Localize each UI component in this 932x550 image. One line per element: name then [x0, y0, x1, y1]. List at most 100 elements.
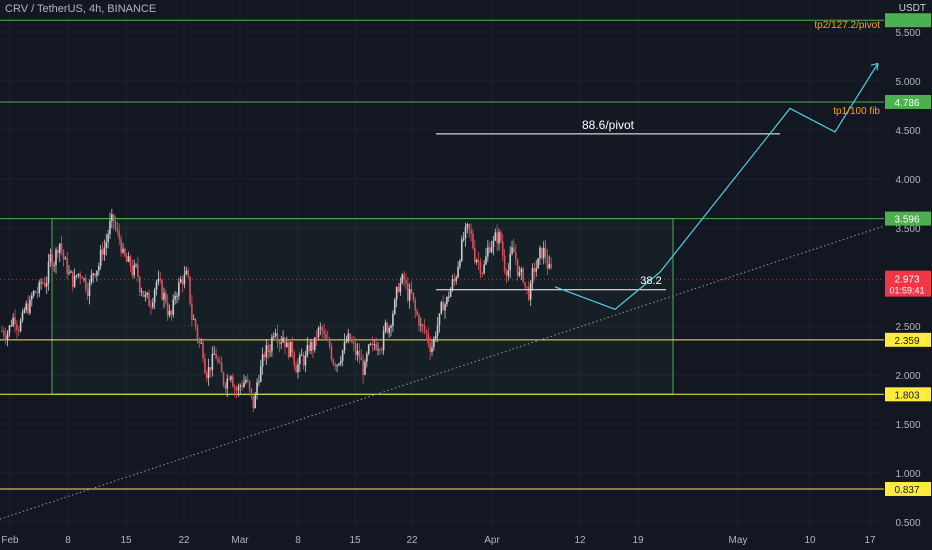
candle-body [101, 249, 104, 255]
candle-body [339, 360, 342, 364]
candle-body [90, 274, 93, 283]
time-axis-bg [0, 530, 884, 550]
candle-body [297, 364, 299, 373]
candle-body [103, 247, 106, 255]
candle-body [274, 333, 277, 336]
candle-body [172, 299, 175, 315]
candle-body [367, 344, 370, 354]
candle-body [366, 353, 368, 362]
candle-body [198, 339, 201, 343]
candle-body [317, 327, 320, 338]
candle-body [124, 248, 126, 256]
candle-body [27, 303, 29, 314]
candle-body [148, 292, 150, 307]
candle-body [544, 247, 547, 257]
y-tick-label: 4.500 [895, 126, 920, 137]
candle-body [541, 247, 543, 259]
candle-body [73, 276, 76, 287]
candle-body [451, 279, 454, 290]
candle-body [14, 317, 16, 325]
candle-body [392, 313, 394, 326]
candle-body [464, 226, 467, 239]
candle-body [395, 286, 398, 300]
candle-body [230, 376, 232, 380]
y-tick-label: 5.500 [895, 28, 920, 39]
candle-body [81, 277, 83, 279]
candle-body [118, 231, 121, 239]
candle-body [373, 343, 376, 345]
y-tick-label: 0.500 [895, 518, 920, 529]
candle-body [490, 246, 493, 253]
candle-body [97, 265, 100, 271]
candle-body [120, 238, 122, 253]
candle-body [524, 282, 526, 287]
candle-body [289, 341, 292, 357]
x-tick-label: 15 [349, 535, 361, 546]
candle-body [53, 265, 55, 267]
candle-body [284, 337, 286, 348]
candle-body [30, 295, 33, 300]
candle-body [313, 337, 316, 351]
candle-body [481, 273, 484, 275]
candle-body [237, 386, 240, 391]
candle-body [492, 240, 495, 247]
candle-body [166, 302, 169, 316]
candle-body [513, 247, 515, 253]
candle-body [418, 314, 420, 326]
candle-body [444, 304, 446, 311]
candle-body [211, 353, 214, 371]
candle-body [105, 242, 108, 248]
candle-body [138, 277, 141, 292]
candle-body [500, 232, 502, 242]
candle-body [88, 282, 91, 297]
candle-body [70, 271, 72, 273]
candle-body [133, 264, 135, 276]
candle-body [181, 279, 184, 285]
candle-body [245, 379, 247, 383]
candle-body [520, 268, 523, 272]
candle-body [414, 299, 417, 311]
candle-body [146, 292, 148, 295]
candle-body [10, 325, 13, 327]
candle-body [116, 228, 119, 232]
candle-body [507, 270, 510, 276]
level-label-bg [885, 387, 931, 402]
candle-body [449, 289, 452, 297]
candle-body [282, 337, 284, 343]
candle-body [239, 385, 242, 387]
candle-body [488, 247, 491, 253]
candle-body [399, 283, 402, 293]
candle-body [382, 331, 385, 351]
candle-body [447, 296, 450, 298]
level-label: 3.596 [894, 215, 919, 226]
candle-body [36, 292, 39, 294]
candle-body [421, 324, 424, 326]
candle-body [423, 325, 426, 331]
level-label-bg [885, 481, 931, 496]
candle-body [259, 366, 262, 382]
candle-body [295, 365, 297, 373]
candle-body [299, 355, 301, 365]
candle-body [460, 239, 463, 261]
candle-body [215, 353, 217, 359]
candle-body [131, 266, 134, 276]
candle-body [254, 394, 256, 409]
candle-body [29, 299, 31, 314]
y-tick-label: 5.000 [895, 77, 920, 88]
candle-body [407, 283, 409, 301]
candle-body [546, 256, 549, 269]
candle-body [96, 270, 98, 277]
candle-body [179, 279, 182, 283]
candle-body [362, 360, 364, 375]
candle-body [168, 310, 171, 316]
candle-body [542, 247, 545, 259]
candle-body [246, 379, 249, 382]
candle-body [375, 343, 377, 350]
candle-body [403, 274, 405, 280]
candle-body [155, 282, 158, 290]
candle-body [137, 264, 139, 278]
candle-body [248, 381, 251, 389]
candle-body [57, 249, 59, 254]
candle-body [157, 278, 160, 283]
